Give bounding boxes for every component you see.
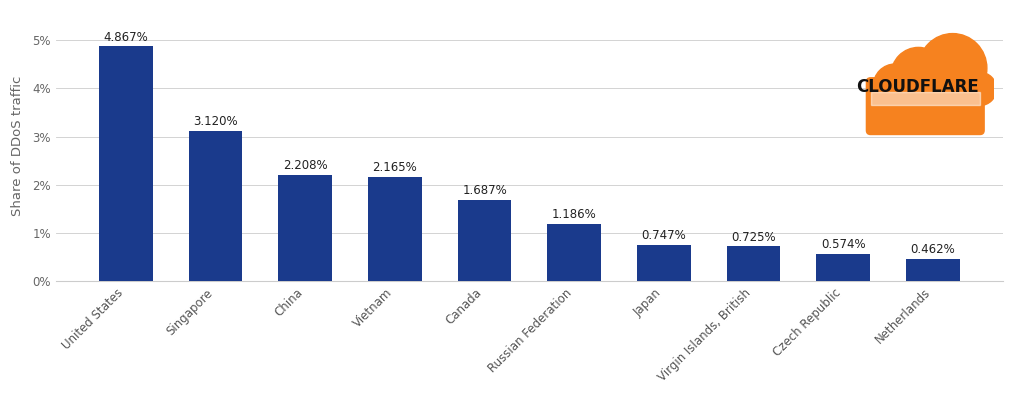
Bar <box>99 47 153 282</box>
Circle shape <box>919 34 987 103</box>
Text: 4.867%: 4.867% <box>103 30 148 43</box>
Text: CLOUDFLARE: CLOUDFLARE <box>856 78 980 96</box>
Bar <box>189 131 242 282</box>
Circle shape <box>963 72 997 105</box>
Text: 1.186%: 1.186% <box>552 208 596 221</box>
Circle shape <box>873 64 917 108</box>
Bar <box>548 224 601 282</box>
Bar <box>727 246 781 282</box>
Text: 0.725%: 0.725% <box>731 231 776 244</box>
Bar <box>278 175 333 282</box>
Text: 1.687%: 1.687% <box>462 184 507 197</box>
Bar <box>637 245 691 282</box>
Text: 3.120%: 3.120% <box>194 115 238 128</box>
Text: 0.574%: 0.574% <box>821 238 866 251</box>
Bar <box>907 259 960 282</box>
Bar <box>368 177 422 282</box>
FancyBboxPatch shape <box>866 78 985 134</box>
Text: 2.165%: 2.165% <box>372 161 418 174</box>
Text: 2.208%: 2.208% <box>283 159 328 172</box>
Bar <box>816 254 870 282</box>
Bar <box>870 92 980 105</box>
Text: 0.462%: 0.462% <box>911 243 955 256</box>
Bar <box>457 200 511 282</box>
Y-axis label: Share of DDoS traffic: Share of DDoS traffic <box>11 76 24 216</box>
Text: 0.747%: 0.747% <box>642 229 686 243</box>
Circle shape <box>891 47 946 103</box>
